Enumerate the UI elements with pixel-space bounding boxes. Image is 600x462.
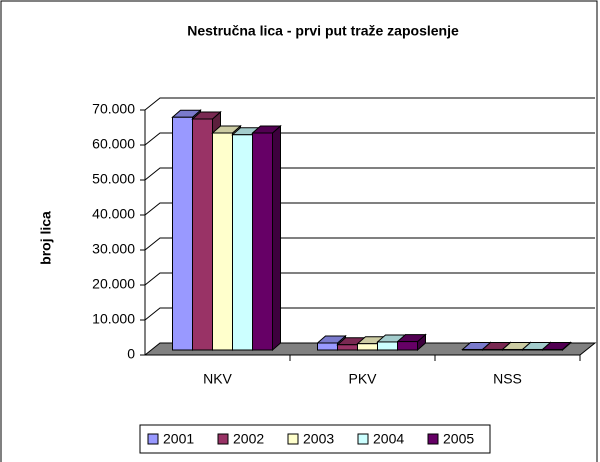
bar — [212, 132, 233, 351]
y-tick-label: 0 — [127, 346, 135, 362]
bar — [397, 341, 418, 351]
bar — [337, 344, 358, 351]
legend-swatch — [427, 433, 439, 445]
legend-label: 2004 — [373, 431, 404, 447]
y-tick-label: 30.000 — [92, 241, 135, 257]
grid-line — [144, 307, 595, 321]
grid-line — [144, 97, 595, 111]
legend-label: 2005 — [443, 431, 474, 447]
bar — [252, 132, 273, 351]
grid-line — [144, 132, 595, 146]
x-tick-label: NKV — [203, 371, 232, 387]
bar — [377, 341, 398, 351]
y-tick-label: 60.000 — [92, 136, 135, 152]
y-tick-label: 50.000 — [92, 171, 135, 187]
legend-label: 2002 — [233, 431, 264, 447]
bar — [357, 343, 378, 351]
bar — [192, 118, 213, 351]
y-axis-title: broj lica — [38, 211, 54, 265]
legend-swatch — [357, 433, 369, 445]
bar — [522, 348, 543, 351]
y-tick-label: 10.000 — [92, 311, 135, 327]
chart-title: Nestručna lica - prvi put traže zaposlen… — [187, 23, 459, 39]
grid-line — [144, 167, 595, 181]
grid-line — [144, 202, 595, 216]
bar — [317, 342, 338, 351]
bar — [502, 348, 523, 351]
legend-label: 2003 — [303, 431, 334, 447]
y-tick-label: 70.000 — [92, 101, 135, 117]
grid-line — [144, 272, 595, 286]
legend-label: 2001 — [163, 431, 194, 447]
y-tick-label: 40.000 — [92, 206, 135, 222]
bar — [542, 348, 563, 351]
y-tick-label: 20.000 — [92, 276, 135, 292]
x-tick-label: PKV — [348, 371, 377, 387]
bar — [172, 116, 193, 351]
bar — [482, 348, 503, 351]
legend-swatch — [217, 433, 229, 445]
legend-swatch — [147, 433, 159, 445]
legend-swatch — [287, 433, 299, 445]
bar — [232, 134, 253, 351]
grid-line — [144, 237, 595, 251]
x-tick-label: NSS — [493, 371, 522, 387]
bar — [462, 348, 483, 351]
bar-side — [272, 124, 281, 352]
